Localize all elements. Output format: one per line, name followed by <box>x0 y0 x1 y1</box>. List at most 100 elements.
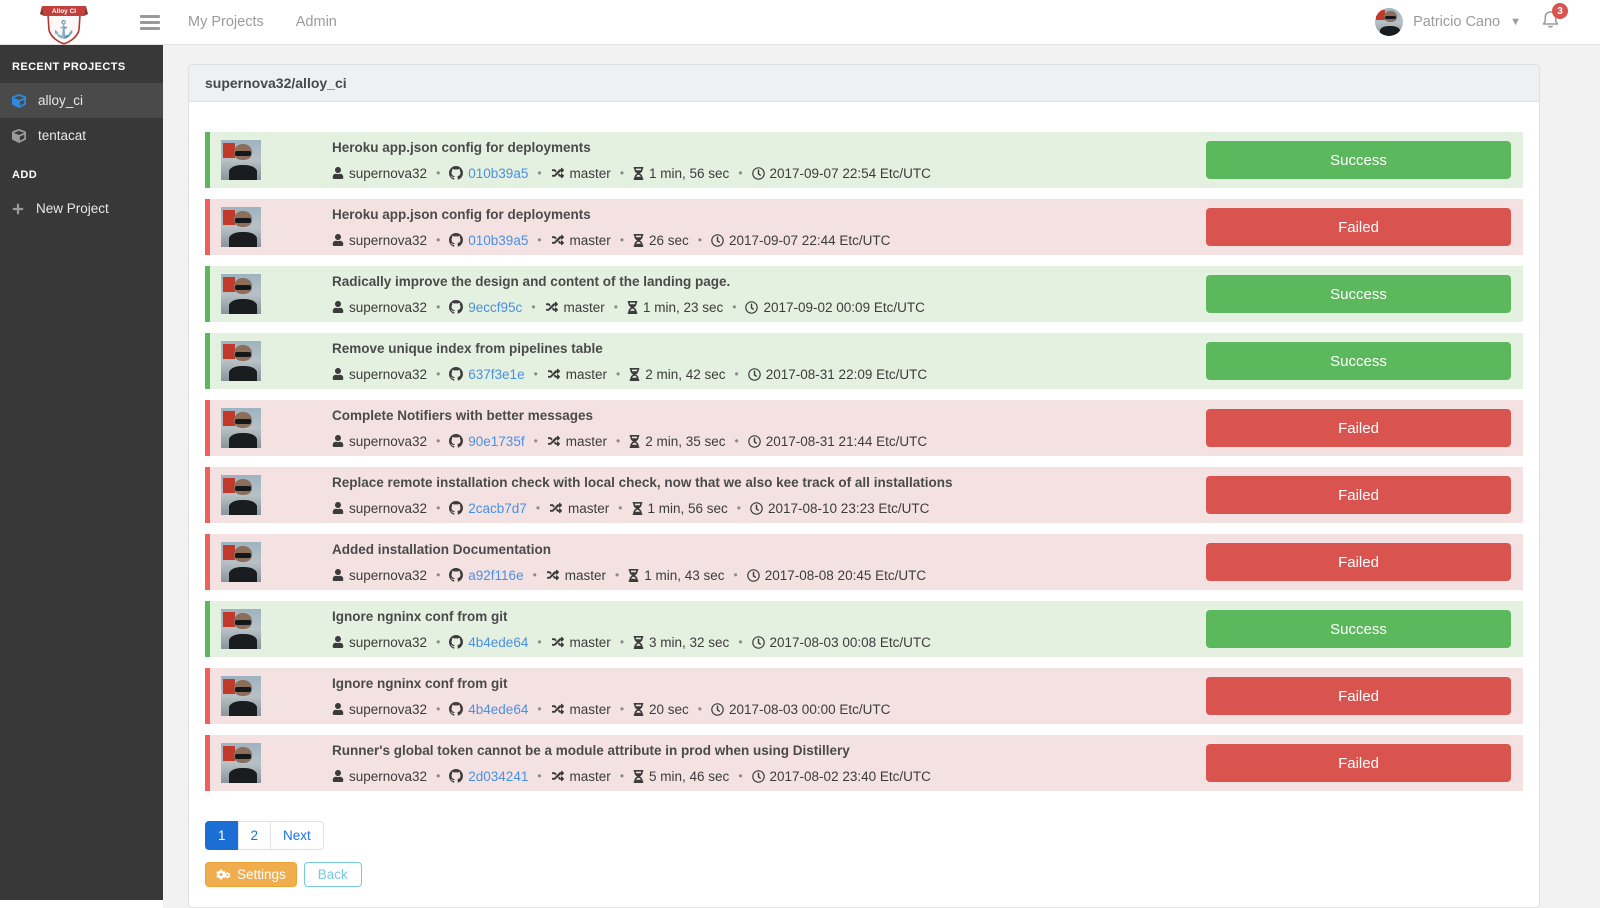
build-info: Runner's global token cannot be a module… <box>261 743 1206 784</box>
nav-link-admin[interactable]: Admin <box>295 14 337 30</box>
sidebar-item-tentacat[interactable]: tentacat <box>0 118 163 153</box>
panel-title: supernova32/alloy_ci <box>189 65 1539 102</box>
user-icon <box>332 234 344 246</box>
commit-author-avatar <box>221 676 261 716</box>
build-duration: 1 min, 43 sec <box>628 568 725 583</box>
build-row[interactable]: Replace remote installation check with l… <box>205 467 1523 523</box>
menu-toggle-icon[interactable] <box>140 12 160 33</box>
build-status-button[interactable]: Success <box>1206 141 1511 179</box>
commit-link[interactable]: 010b39a5 <box>468 165 529 181</box>
build-row[interactable]: Remove unique index from pipelines table… <box>205 333 1523 389</box>
build-status-button[interactable]: Failed <box>1206 744 1511 782</box>
build-row[interactable]: Heroku app.json config for deployments s… <box>205 132 1523 188</box>
build-branch: master <box>551 233 611 248</box>
build-commit: 9eccf95c <box>449 300 522 315</box>
build-commit: 4b4ede64 <box>449 635 528 650</box>
user-avatar <box>1375 8 1404 36</box>
build-row[interactable]: Ignore ngninx conf from git supernova32 … <box>205 668 1523 724</box>
commit-link[interactable]: 637f3e1e <box>468 366 525 382</box>
back-button[interactable]: Back <box>303 862 362 887</box>
alloy-ci-logo[interactable]: ⚓ Alloy CI <box>0 0 128 45</box>
build-row[interactable]: Heroku app.json config for deployments s… <box>205 199 1523 255</box>
github-icon <box>449 367 464 381</box>
build-status-button[interactable]: Failed <box>1206 476 1511 514</box>
meta-separator: • <box>537 166 542 180</box>
github-icon <box>449 501 464 515</box>
build-author: supernova32 <box>332 769 427 784</box>
build-status-button[interactable]: Failed <box>1206 409 1511 447</box>
build-list: Heroku app.json config for deployments s… <box>205 132 1523 791</box>
github-icon <box>449 166 464 180</box>
meta-separator: • <box>732 300 737 314</box>
meta-separator: • <box>619 233 625 247</box>
build-info: Remove unique index from pipelines table… <box>261 341 1206 382</box>
build-title: Complete Notifiers with better messages <box>332 407 594 423</box>
commit-link[interactable]: 2d034241 <box>468 768 529 784</box>
build-status-button[interactable]: Failed <box>1206 543 1511 581</box>
meta-separator: • <box>436 166 441 180</box>
notifications-button[interactable]: 3 <box>1541 3 1568 34</box>
meta-separator: • <box>436 367 441 381</box>
meta-separator: • <box>533 367 538 381</box>
commit-link[interactable]: 9eccf95c <box>468 299 523 315</box>
user-menu[interactable]: Patricio Cano ▼ <box>1375 8 1521 36</box>
build-title: Ignore ngninx conf from git <box>332 608 508 624</box>
clock-icon <box>747 434 761 448</box>
build-author: supernova32 <box>332 367 427 382</box>
build-meta: supernova32 • 637f3e1e • master • 2 min,… <box>332 367 1206 382</box>
build-author: supernova32 <box>332 635 427 650</box>
meta-separator: • <box>533 434 538 448</box>
commit-link[interactable]: 90e1735f <box>468 433 525 449</box>
commit-link[interactable]: 4b4ede64 <box>468 701 529 717</box>
commit-link[interactable]: a92f116e <box>468 567 524 583</box>
build-commit: 2d034241 <box>449 769 528 784</box>
build-row[interactable]: Added installation Documentation superno… <box>205 534 1523 590</box>
meta-separator: • <box>616 434 621 448</box>
build-duration: 26 sec <box>633 233 689 248</box>
build-info: Ignore ngninx conf from git supernova32 … <box>261 676 1206 717</box>
nav-link-my-projects[interactable]: My Projects <box>188 14 264 30</box>
commit-link[interactable]: 2cacb7d7 <box>468 500 527 516</box>
meta-separator: • <box>619 166 625 180</box>
cube-icon <box>12 93 26 108</box>
shield-anchor-icon: ⚓ Alloy CI <box>40 5 88 45</box>
build-branch: master <box>547 367 607 382</box>
build-branch: master <box>551 769 611 784</box>
build-duration: 1 min, 23 sec <box>627 300 723 315</box>
meta-separator: • <box>436 635 441 649</box>
build-author: supernova32 <box>332 434 427 449</box>
build-status-button[interactable]: Failed <box>1206 208 1511 246</box>
commit-link[interactable]: 4b4ede64 <box>468 634 529 650</box>
sidebar-item-new-project[interactable]: New Project <box>0 191 163 226</box>
meta-separator: • <box>531 300 536 314</box>
build-meta: supernova32 • 90e1735f • master • 2 min,… <box>332 434 1206 449</box>
page-button-next[interactable]: Next <box>270 821 324 850</box>
build-status-button[interactable]: Success <box>1206 610 1511 648</box>
build-row[interactable]: Ignore ngninx conf from git supernova32 … <box>205 601 1523 657</box>
shuffle-icon <box>547 435 560 447</box>
cube-icon <box>12 128 26 143</box>
build-timestamp: 2017-08-02 23:40 Etc/UTC <box>751 769 931 784</box>
build-status-button[interactable]: Failed <box>1206 677 1511 715</box>
build-row[interactable]: Complete Notifiers with better messages … <box>205 400 1523 456</box>
shuffle-icon <box>545 301 558 313</box>
build-author: supernova32 <box>332 233 427 248</box>
page-button-1[interactable]: 1 <box>205 821 239 850</box>
build-row[interactable]: Radically improve the design and content… <box>205 266 1523 322</box>
build-meta: supernova32 • 4b4ede64 • master • 20 sec… <box>332 702 1206 717</box>
build-branch: master <box>551 635 611 650</box>
page-button-2[interactable]: 2 <box>237 821 272 850</box>
meta-separator: • <box>535 501 541 515</box>
settings-button[interactable]: Settings <box>205 862 297 887</box>
build-row[interactable]: Runner's global token cannot be a module… <box>205 735 1523 791</box>
build-status-button[interactable]: Success <box>1206 275 1511 313</box>
build-timestamp: 2017-08-31 21:44 Etc/UTC <box>747 434 927 449</box>
shuffle-icon <box>546 569 559 581</box>
commit-link[interactable]: 010b39a5 <box>468 232 529 248</box>
commit-author-avatar <box>221 408 261 448</box>
meta-separator: • <box>613 300 618 314</box>
sidebar-item-alloy-ci[interactable]: alloy_ci <box>0 83 163 118</box>
user-icon <box>332 502 344 514</box>
plus-icon <box>12 203 24 215</box>
build-status-button[interactable]: Success <box>1206 342 1511 380</box>
